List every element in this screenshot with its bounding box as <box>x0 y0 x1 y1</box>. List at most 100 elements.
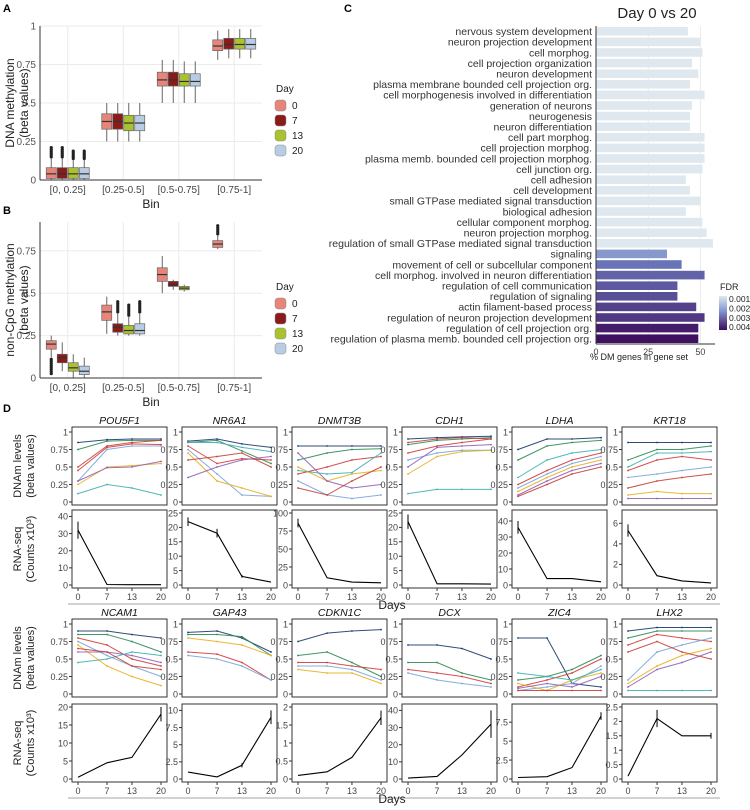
methylation-point <box>681 630 683 632</box>
methylation-point <box>187 459 189 461</box>
methylation-point <box>407 443 409 446</box>
methylation-line <box>78 651 162 663</box>
methylation-point <box>600 439 602 442</box>
gene-title: POU5F1 <box>99 415 140 427</box>
methylation-point <box>407 438 409 440</box>
category-label: actin filament-based process <box>458 302 592 314</box>
y-tick-label: 75 <box>278 526 288 536</box>
y-tick-label: 15 <box>388 537 398 547</box>
methylation-point <box>517 459 519 461</box>
methylation-point <box>710 492 712 495</box>
methylation-point <box>131 633 133 636</box>
methylation-point <box>461 672 463 674</box>
y-tick-label: 0.5 <box>275 462 288 472</box>
methylation-point <box>461 450 463 453</box>
methylation-line <box>297 452 382 489</box>
methylation-point <box>681 469 683 472</box>
y-tick-label: 1 <box>503 427 508 437</box>
x-tick-label: 20 <box>706 592 716 602</box>
outlier-point <box>60 146 64 150</box>
outlier-point <box>127 303 131 307</box>
category-label: cell projection morphog. <box>481 143 592 155</box>
y-tick-label: 10 <box>168 552 178 562</box>
y-tick-label: 2 <box>613 560 618 570</box>
methylation-point <box>681 455 683 458</box>
methylation-point <box>710 466 712 468</box>
bar <box>596 48 703 57</box>
gene-title: ZIC4 <box>547 607 571 619</box>
methylation-point <box>77 441 79 444</box>
category-label: movement of cell or subcellular componen… <box>392 259 592 271</box>
methylation-point <box>241 487 243 489</box>
methylation-line <box>517 456 602 489</box>
methylation-point <box>160 637 162 639</box>
rna-line <box>187 521 272 583</box>
y-tick-label: 0.25 <box>50 672 68 682</box>
y-axis-label: non-CpG methylation <box>3 243 17 356</box>
methylation-point <box>517 637 519 639</box>
y-tick-label: 0 <box>393 774 398 784</box>
y-axis-label: RNA-seq <box>12 721 24 766</box>
outlier-point <box>82 149 86 153</box>
methylation-point <box>571 469 573 472</box>
methylation-point <box>407 672 409 674</box>
methylation-panel <box>181 426 278 506</box>
box <box>78 167 90 179</box>
y-axis-label: (beta values) <box>25 434 37 498</box>
category-label: nervous system development <box>455 26 592 38</box>
x-tick-label: 20 <box>266 786 276 796</box>
boxplot-A: 0 0.25 0.5 0.75 1 [0, 0.25] [0.25-0.5] [0.5-0.7… <box>3 22 304 212</box>
x-tick-label: 0 <box>75 786 80 796</box>
methylation-point <box>436 679 438 681</box>
methylation-point <box>216 438 218 440</box>
rna-panel <box>621 509 718 589</box>
y-tick-label: 1 <box>503 619 508 629</box>
legend-item-label: 0 <box>292 101 298 112</box>
y-tick-label: 2 <box>613 717 618 727</box>
bar <box>596 101 693 110</box>
methylation-point <box>546 682 548 685</box>
box <box>156 71 168 87</box>
legend-item-label: 0.004 <box>729 322 750 332</box>
methylation-point <box>297 654 299 657</box>
methylation-point <box>407 644 409 646</box>
methylation-point <box>241 457 243 460</box>
rna-panel <box>71 703 168 783</box>
x-tick-label: 7 <box>325 786 330 796</box>
y-tick-label: 0.75 <box>380 637 398 647</box>
methylation-line <box>187 452 272 497</box>
methylation-point <box>490 682 492 685</box>
methylation-point <box>656 689 658 692</box>
methylation-point <box>297 487 299 489</box>
methylation-point <box>270 679 272 681</box>
rna-line <box>297 717 382 776</box>
plot-area <box>40 222 262 378</box>
methylation-line <box>77 651 162 663</box>
methylation-point <box>216 653 218 655</box>
legend-item-label: 0.001 <box>729 294 750 304</box>
methylation-point <box>187 633 189 636</box>
y-axis-label: (beta values) <box>25 626 37 690</box>
category-label: biological adhesion <box>503 206 592 218</box>
y-tick-label: 0.25 <box>600 480 618 490</box>
methylation-point <box>436 446 438 449</box>
bar <box>596 323 699 333</box>
y-tick-label: 0.75 <box>160 445 178 455</box>
box <box>45 340 57 350</box>
y-tick-label: 0.25 <box>380 480 398 490</box>
methylation-point <box>351 448 353 451</box>
y-tick-label: 1 <box>63 619 68 629</box>
methylation-line <box>297 651 382 677</box>
y-tick-label: 10 <box>168 706 178 716</box>
methylation-point <box>546 445 548 447</box>
methylation-point <box>216 473 218 475</box>
y-tick-label: 0.25 <box>270 480 288 490</box>
y-tick-label: 15 <box>58 720 68 730</box>
methylation-point <box>490 449 492 452</box>
methylation-line <box>298 662 382 670</box>
methylation-point <box>380 679 382 681</box>
methylation-point <box>106 633 108 636</box>
x-tick-label: 20 <box>156 592 166 602</box>
methylation-point <box>656 490 658 493</box>
y-tick-label: 20 <box>58 546 68 556</box>
